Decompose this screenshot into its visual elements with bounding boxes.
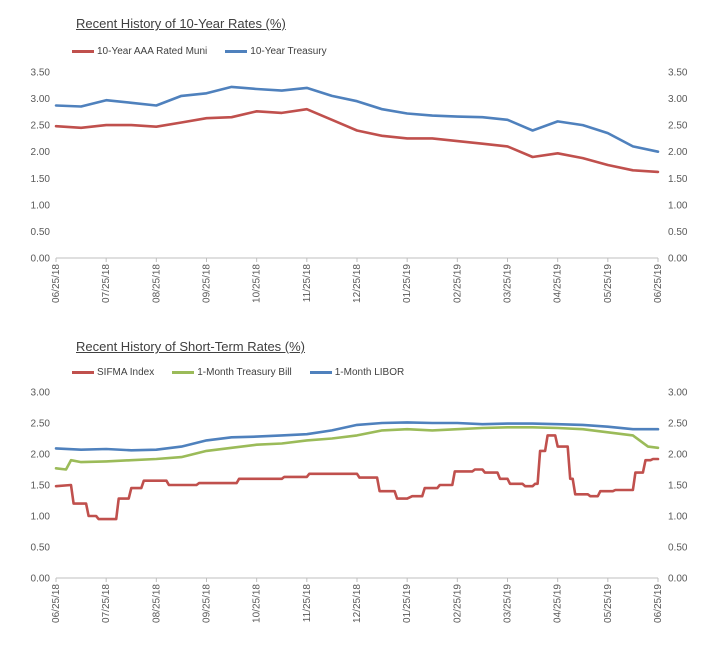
legend-swatch-libor [309,371,332,374]
y-tick-label-right: 3.00 [668,94,688,105]
chart-short-term-rates: Recent History of Short-Term Rates (%) S… [0,330,710,666]
x-tick-label: 12/25/18 [352,264,363,303]
series-line-1-month-libor [54,421,660,452]
x-tick-label: 10/25/18 [252,584,263,623]
x-tick-label: 01/25/19 [402,264,413,303]
legend-item-muni: 10-Year AAA Rated Muni [72,46,207,57]
x-tick-label: 04/25/19 [553,264,564,303]
x-tick-label: 11/25/18 [302,264,313,303]
legend-swatch-treasury [225,50,248,53]
chart-title: Recent History of Short-Term Rates (%) [76,339,306,354]
x-tick-label: 06/25/18 [51,584,62,623]
y-tick-label-right: 0.00 [668,574,688,585]
x-tick-label: 03/25/19 [503,264,514,303]
legend-label-tbill: 1-Month Treasury Bill [197,367,292,378]
x-tick-label: 12/25/18 [352,584,363,623]
legend-item-libor: 1-Month LIBOR [309,367,405,378]
y-tick-label-right: 0.00 [668,254,688,265]
y-tick-label-left: 2.00 [31,147,51,158]
y-tick-label-right: 1.00 [668,512,688,523]
x-tick-label: 02/25/19 [452,584,463,623]
x-tick-label: 01/25/19 [402,584,413,623]
x-tick-label: 07/25/18 [101,264,112,303]
y-tick-label-right: 2.50 [668,419,688,430]
x-tick-label: 10/25/18 [252,264,263,303]
legend-swatch-tbill [172,371,195,374]
series-line-10-year-treasury [54,85,660,153]
x-tick-label: 11/25/18 [302,584,313,623]
x-tick-label: 05/25/19 [603,584,614,623]
legend: 10-Year AAA Rated Muni 10-Year Treasury [72,46,345,57]
x-tick-label: 08/25/18 [151,264,162,303]
y-tick-label-left: 1.00 [31,200,51,211]
y-tick-label-right: 1.00 [668,200,688,211]
series-line-10-year-aaa-rated-muni [54,107,660,174]
y-tick-label-right: 2.00 [668,147,688,158]
y-tick-label-right: 2.00 [668,450,688,461]
y-tick-label-left: 1.00 [31,512,51,523]
chart-10-year-rates: Recent History of 10-Year Rates (%) 10-Y… [0,0,710,330]
legend-label-treasury: 10-Year Treasury [250,46,327,57]
legend-item-treasury: 10-Year Treasury [225,46,327,57]
x-tick-label: 08/25/18 [151,584,162,623]
x-tick-label: 04/25/19 [553,584,564,623]
y-tick-label-right: 3.00 [668,388,688,399]
y-tick-label-right: 0.50 [668,227,688,238]
y-tick-label-left: 2.50 [31,121,51,132]
legend-label-muni: 10-Year AAA Rated Muni [97,46,208,57]
y-tick-label-left: 3.50 [31,68,51,79]
series-line-1-month-treasury-bill [54,426,660,471]
plot-area: 0.00 0.00 0.50 0.50 1.00 1.00 1.50 1.50 2.00 2.00… [31,68,688,303]
legend-swatch-sifma [72,371,94,374]
legend-swatch-muni [72,50,94,53]
y-tick-label-left: 1.50 [31,174,51,185]
y-tick-label-right: 2.50 [668,121,688,132]
y-tick-label-left: 0.50 [31,543,51,554]
y-tick-label-left: 0.00 [31,254,51,265]
y-tick-label-left: 0.00 [31,574,51,585]
y-tick-label-left: 2.50 [31,419,51,430]
y-tick-label-right: 0.50 [668,543,688,554]
x-tick-label: 03/25/19 [503,584,514,623]
y-tick-label-left: 0.50 [31,227,51,238]
x-tick-label: 07/25/18 [101,584,112,623]
y-tick-label-left: 2.00 [31,450,51,461]
y-tick-label-left: 3.00 [31,388,51,399]
legend: SIFMA Index 1-Month Treasury Bill 1-Mont… [72,367,422,378]
x-tick-label: 06/25/19 [653,264,664,303]
x-tick-label: 06/25/19 [653,584,664,623]
legend-item-sifma: SIFMA Index [72,367,154,378]
x-tick-label: 06/25/18 [51,264,62,303]
y-tick-label-left: 3.00 [31,94,51,105]
x-tick-label: 02/25/19 [452,264,463,303]
legend-label-sifma: SIFMA Index [97,367,155,378]
legend-label-libor: 1-Month LIBOR [334,367,405,378]
legend-item-tbill: 1-Month Treasury Bill [172,367,292,378]
x-tick-label: 09/25/18 [202,584,213,623]
y-tick-label-right: 1.50 [668,174,688,185]
chart-title: Recent History of 10-Year Rates (%) [76,16,286,31]
y-tick-label-right: 1.50 [668,481,688,492]
y-tick-label-right: 3.50 [668,68,688,79]
series-line-sifma-index [54,434,660,521]
x-tick-label: 09/25/18 [202,264,213,303]
x-tick-label: 05/25/19 [603,264,614,303]
y-tick-label-left: 1.50 [31,481,51,492]
plot-area: 0.00 0.00 0.50 0.50 1.00 1.00 1.50 1.50 2.00 2.00… [31,388,688,623]
